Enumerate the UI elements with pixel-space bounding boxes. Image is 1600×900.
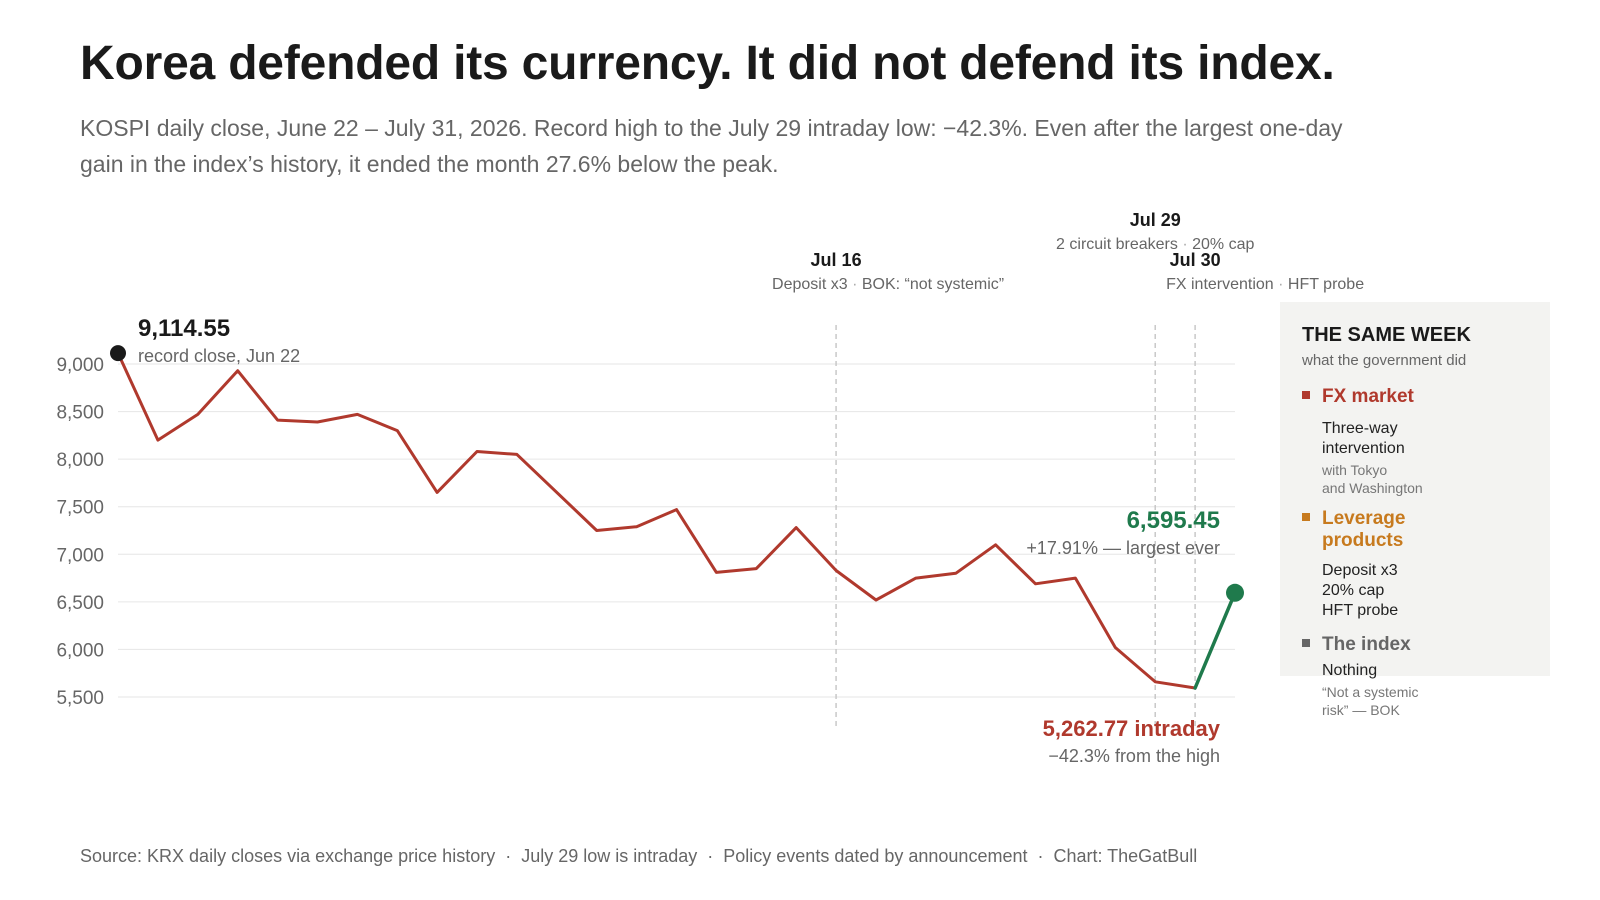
y-tick-label: 7,000	[56, 545, 104, 566]
y-tick-label: 9,000	[56, 355, 104, 376]
event-date-label: Jul 30	[1170, 250, 1221, 270]
event-note: Deposit x3 · BOK: “not systemic”	[772, 276, 1004, 293]
y-tick-label: 5,500	[56, 688, 104, 709]
side-item-head: Leverage	[1322, 508, 1406, 529]
record-high-point	[110, 345, 126, 362]
rally-value: 6,595.45	[1127, 507, 1220, 534]
record-high-value: 9,114.55	[138, 315, 230, 342]
side-item-line: Deposit x3	[1322, 562, 1398, 579]
series-line-kospi	[116, 352, 1196, 690]
side-item-line: 20% cap	[1322, 582, 1385, 599]
event-note: FX intervention · HFT probe	[1166, 276, 1364, 293]
intraday-low-label: −42.3% from the high	[1048, 746, 1220, 766]
chart-subtitle: KOSPI daily close, June 22 – July 31, 20…	[80, 115, 1343, 177]
rally-close-point	[1226, 583, 1244, 602]
y-tick-label: 6,000	[56, 640, 104, 661]
side-item-line: intervention	[1322, 440, 1405, 457]
side-panel-title: THE SAME WEEK	[1302, 324, 1471, 346]
rally-label: +17.91% — largest ever	[1026, 538, 1220, 558]
y-tick-label: 7,500	[56, 498, 104, 519]
record-high-label: record close, Jun 22	[138, 346, 300, 366]
side-item-line: Nothing	[1322, 662, 1378, 679]
event-date-label: Jul 16	[811, 250, 862, 270]
side-item-head: The index	[1322, 634, 1411, 655]
event-note: 2 circuit breakers · 20% cap	[1056, 236, 1254, 253]
side-item-head: products	[1322, 530, 1404, 551]
rally-segment	[1193, 591, 1237, 690]
side-item-note: and Washington	[1322, 480, 1423, 496]
side-panel-subtitle: what the government did	[1302, 352, 1467, 369]
y-tick-label: 8,000	[56, 450, 104, 471]
intraday-low-value: 5,262.77 intraday	[1043, 716, 1221, 741]
side-item-note: “Not a systemic	[1322, 684, 1419, 700]
source-note: Source: KRX daily closes via exchange pr…	[80, 846, 1198, 866]
event-date-label: Jul 29	[1130, 210, 1181, 230]
fx-square-icon	[1302, 391, 1310, 399]
side-item-note: risk” — BOK	[1322, 702, 1400, 718]
y-tick-label: 8,500	[56, 403, 104, 424]
side-item-note: with Tokyo	[1322, 462, 1388, 478]
side-item-head: FX market	[1322, 386, 1414, 407]
side-item-line: Three-way	[1322, 420, 1398, 437]
chart-title: Korea defended its currency. It did not …	[80, 37, 1335, 90]
side-panel: THE SAME WEEK what the government did FX…	[1280, 302, 1550, 718]
side-item-line: HFT probe	[1322, 602, 1399, 619]
leverage-square-icon	[1302, 513, 1310, 521]
y-tick-label: 6,500	[56, 593, 104, 614]
index-square-icon	[1302, 639, 1310, 647]
